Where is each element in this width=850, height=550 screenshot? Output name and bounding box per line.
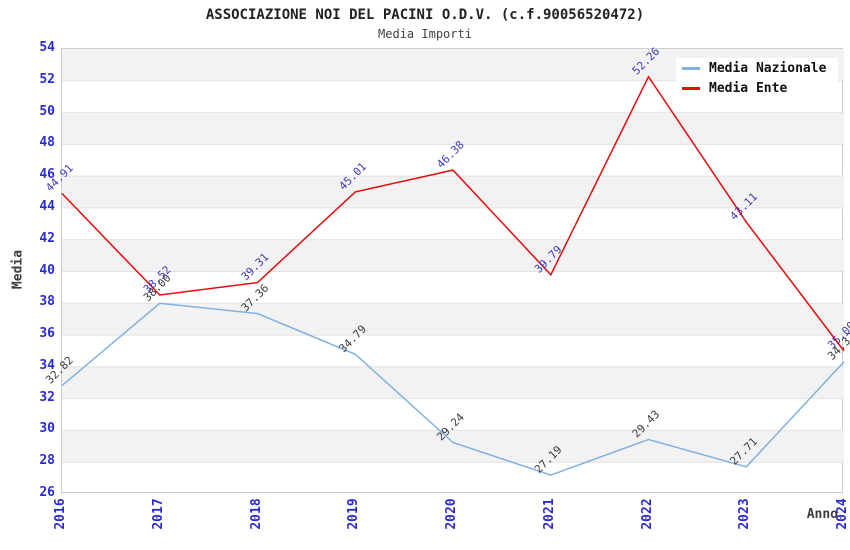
chart-subtitle: Media Importi [378,27,472,41]
legend-label: Media Ente [709,80,788,96]
grid-band [62,112,844,145]
y-tick-label: 34 [39,357,55,373]
y-tick-label: 52 [39,71,55,87]
x-tick-label: 2018 [248,498,264,530]
x-tick-label: 2023 [737,498,753,530]
y-tick-label: 32 [39,389,55,405]
legend: Media Nazionale Media Ente [676,58,839,98]
grid-band [62,176,844,208]
y-tick-label: 28 [39,453,55,469]
x-tick-label: 2017 [150,498,166,530]
series-line-media-nazionale [61,302,845,476]
series-line-media-ente [61,75,845,352]
x-tick-label: 2022 [639,498,655,530]
line-swatch-icon [682,86,700,90]
grid-band [62,366,844,399]
y-tick-label: 30 [39,421,55,437]
y-tick-label: 26 [39,485,55,500]
line-swatch-icon [682,66,700,70]
legend-item-media-nazionale: Media Nazionale [676,58,839,78]
y-tick-label: 46 [39,167,55,183]
y-tick-label: 36 [39,326,55,342]
y-tick-label: 38 [39,294,55,310]
legend-label: Media Nazionale [709,60,827,76]
y-tick-label: 40 [39,262,55,278]
x-axis-title: Anno [806,507,838,522]
y-tick-label: 50 [39,103,55,119]
grid-band [62,239,844,272]
legend-item-media-ente: Media Ente [676,78,839,98]
grid-band [62,430,844,463]
x-tick-label: 2016 [53,498,68,530]
y-tick-label: 44 [39,198,55,214]
y-tick-label: 48 [39,135,55,151]
x-tick-label: 2021 [541,498,557,530]
y-tick-label: 54 [39,40,55,55]
grid-band [62,303,844,336]
y-tick-label: 42 [39,230,55,246]
plot-area: 32.82 38.00 37.36 34.79 29.24 27.19 29.43 27.71… [43,45,850,493]
chart-title: ASSOCIAZIONE NOI DEL PACINI O.D.V. (c.f.… [205,7,645,23]
x-tick-label: 2020 [444,498,459,530]
x-tick-label: 2019 [346,498,362,530]
